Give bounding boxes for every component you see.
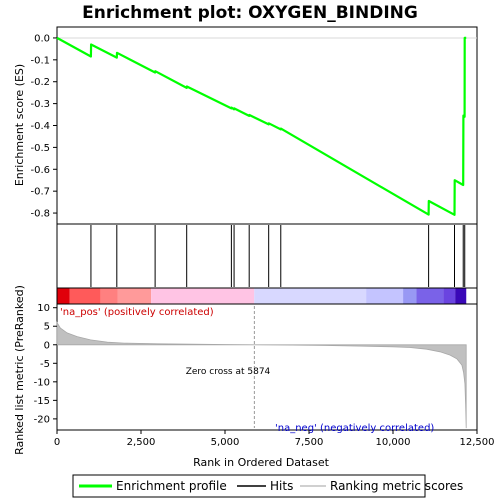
metric-y-tick-label: -5 — [40, 359, 50, 370]
es-y-tick-label: -0.8 — [30, 209, 50, 220]
es-y-tick-label: -0.1 — [30, 55, 50, 66]
es-y-tick-label: -0.4 — [30, 121, 50, 132]
es-y-tick-label: -0.5 — [30, 143, 50, 154]
color-bar-segment — [366, 288, 403, 304]
hits-panel — [57, 224, 477, 288]
color-bar-segment — [151, 288, 254, 304]
color-bar-segment — [101, 288, 118, 304]
es-y-tick-label: -0.2 — [30, 77, 50, 88]
x-tick-label: 12,500 — [460, 437, 495, 448]
metric-y-tick-label: 10 — [37, 303, 50, 314]
legend-enrichment-label: Enrichment profile — [116, 479, 227, 493]
x-tick-label: 5,000 — [211, 437, 240, 448]
color-bar-segment — [117, 288, 151, 304]
metric-y-tick-label: 0 — [44, 340, 50, 351]
x-tick-label: 10,000 — [376, 437, 411, 448]
metric-y-tick-label: 5 — [44, 322, 50, 333]
color-bar-segment — [403, 288, 416, 304]
color-bar-segment — [417, 288, 444, 304]
color-bar-segment — [70, 288, 101, 304]
es-y-tick-label: -0.7 — [30, 187, 50, 198]
x-tick-label: 2,500 — [127, 437, 156, 448]
chart-title: Enrichment plot: OXYGEN_BINDING — [82, 3, 418, 23]
negative-correlation-label: 'na_neg' (negatively correlated) — [275, 423, 434, 434]
metric-y-axis-label: Ranked list metric (PreRanked) — [13, 285, 26, 455]
x-tick-label: 0 — [54, 437, 60, 448]
color-bar-segment — [443, 288, 455, 304]
metric-y-tick-label: -10 — [34, 377, 50, 388]
zero-cross-label: Zero cross at 5874 — [186, 367, 271, 377]
legend-hits-label: Hits — [270, 479, 293, 493]
x-axis-label: Rank in Ordered Dataset — [193, 456, 330, 469]
positive-correlation-label: 'na_pos' (positively correlated) — [60, 307, 214, 318]
metric-y-tick-label: -20 — [34, 414, 50, 425]
x-tick-label: 7,500 — [295, 437, 324, 448]
color-bar-segment — [455, 288, 466, 304]
es-y-tick-label: -0.3 — [30, 99, 50, 110]
legend-metric-label: Ranking metric scores — [330, 479, 463, 493]
es-y-axis-label: Enrichment score (ES) — [13, 64, 26, 186]
es-panel — [57, 27, 477, 224]
color-bar-segment — [254, 288, 366, 304]
es-y-tick-label: -0.6 — [30, 165, 50, 176]
es-y-tick-label: 0.0 — [34, 33, 50, 44]
color-bar-segment — [57, 288, 70, 304]
es-y-ticks: 0.0 -0.1 -0.2 -0.3 -0.4 -0.5 -0.6 -0.7 -0.8 — [30, 33, 57, 219]
metric-y-ticks: 10 5 0 -5 -10 -15 -20 — [34, 303, 57, 425]
ranking-color-bar — [57, 288, 466, 304]
metric-y-tick-label: -15 — [34, 396, 50, 407]
